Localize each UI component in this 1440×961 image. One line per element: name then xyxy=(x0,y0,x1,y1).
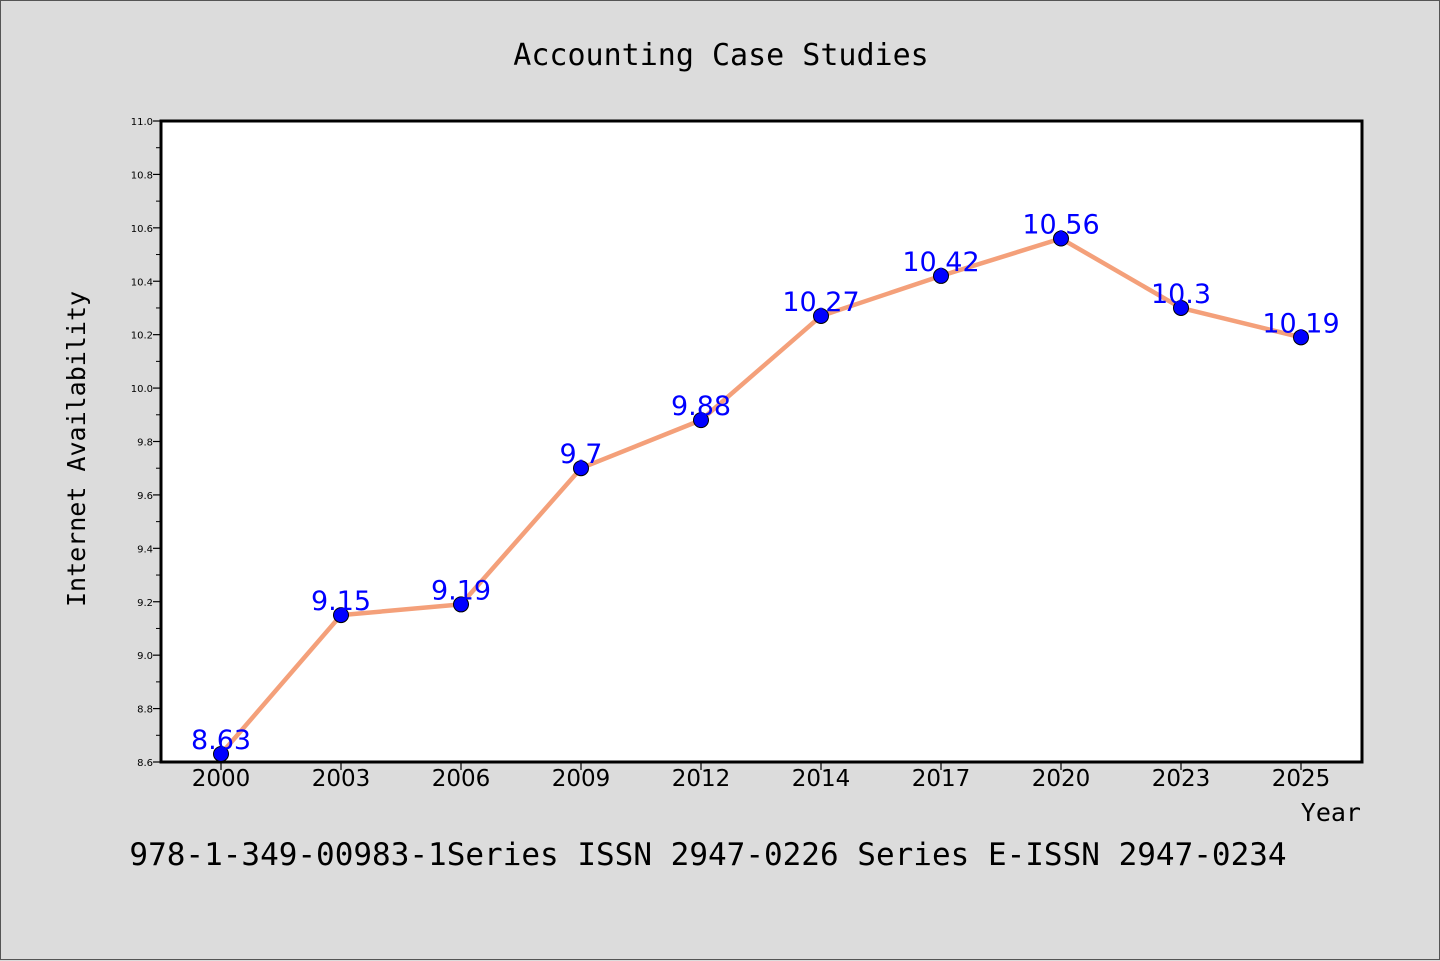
data-label: 9.19 xyxy=(431,575,491,606)
x-tick-label: 2012 xyxy=(672,766,731,792)
data-label: 10.3 xyxy=(1151,279,1211,310)
x-tick-label: 2017 xyxy=(912,766,971,792)
data-label: 10.27 xyxy=(782,287,859,318)
data-label: 8.63 xyxy=(191,725,251,756)
data-label: 9.7 xyxy=(560,439,603,470)
data-point xyxy=(453,596,469,613)
y-tick-label: 10.0 xyxy=(131,384,153,395)
plot-area xyxy=(159,119,1364,764)
data-point xyxy=(1173,299,1189,316)
data-label: 10.42 xyxy=(902,247,979,278)
data-label: 9.88 xyxy=(671,391,731,422)
data-point xyxy=(573,460,589,477)
y-tick-label: 8.6 xyxy=(137,758,153,769)
y-tick-label: 10.6 xyxy=(131,224,153,235)
y-tick-label: 9.0 xyxy=(137,651,153,662)
x-tick-label: 2014 xyxy=(792,766,851,792)
series-layer: 8.63 9.15 9.19 9.7 9.88 10.27 10.42 10.56 10.3 10… xyxy=(191,210,1340,762)
y-tick-label: 11.0 xyxy=(131,117,153,128)
data-point xyxy=(933,267,949,284)
y-tick-label: 9.4 xyxy=(137,544,153,555)
y-axis: 8.6 8.8 9.0 9.2 9.4 9.6 9.8 10.0 10.2 10.4 10.6 10.… xyxy=(131,117,161,769)
data-point xyxy=(213,745,229,762)
data-point xyxy=(1293,329,1309,346)
series-line xyxy=(219,236,1302,756)
x-axis-label: Year xyxy=(1301,798,1361,827)
x-tick-label: 2006 xyxy=(432,766,491,792)
data-label: 9.15 xyxy=(311,586,371,617)
x-tick-label: 2023 xyxy=(1152,766,1211,792)
x-tick-label: 2003 xyxy=(312,766,371,792)
y-tick-label: 10.8 xyxy=(131,170,153,181)
y-axis-label: Internet Availability xyxy=(62,291,91,607)
x-tick-label: 2000 xyxy=(192,766,251,792)
y-tick-label: 9.2 xyxy=(137,598,153,609)
data-point xyxy=(333,607,349,624)
y-tick-label: 10.2 xyxy=(131,331,153,342)
data-label: 10.56 xyxy=(1022,210,1099,241)
y-tick-label: 10.4 xyxy=(131,277,153,288)
x-axis: 2000 2003 2006 2009 2012 2014 2017 2020 2023 2025 xyxy=(192,762,1331,792)
footer-isbn-text: 978-1-349-00983-1Series ISSN 2947-0226 S… xyxy=(129,837,1286,873)
x-tick-label: 2009 xyxy=(552,766,611,792)
y-tick-label: 8.8 xyxy=(137,705,153,716)
data-point xyxy=(693,412,709,429)
data-point xyxy=(1053,230,1069,247)
x-tick-label: 2025 xyxy=(1272,766,1331,792)
y-tick-label: 9.8 xyxy=(137,438,153,449)
x-tick-label: 2020 xyxy=(1032,766,1091,792)
chart-title: Accounting Case Studies xyxy=(513,38,928,73)
data-label: 10.19 xyxy=(1262,308,1339,339)
y-tick-label: 9.6 xyxy=(137,491,153,502)
data-point xyxy=(813,307,829,324)
